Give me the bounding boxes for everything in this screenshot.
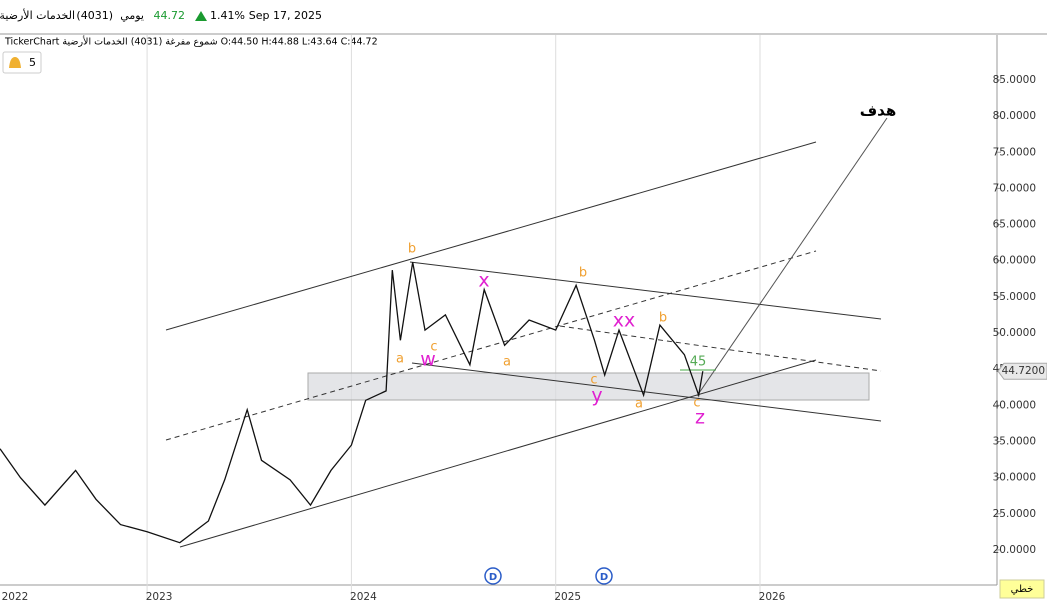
y-tick-label: 85.0000 xyxy=(993,74,1036,86)
y-tick-label: 80.0000 xyxy=(993,110,1036,122)
name: الخدمات الأرضية xyxy=(0,8,75,22)
code: (4031) xyxy=(76,9,113,22)
date: Sep 17, 2025 xyxy=(249,9,322,22)
chart-type-button[interactable] xyxy=(999,579,1045,599)
y-tick-label: 25.0000 xyxy=(993,508,1036,520)
y-tick-label: 35.0000 xyxy=(993,435,1036,447)
y-tick-label: 40.0000 xyxy=(993,399,1036,411)
x-tick-label: 2025 xyxy=(554,591,581,603)
info-line: TickerChart شموع مفرغة (4031) الخدمات ال… xyxy=(4,36,378,48)
target-label: هدف xyxy=(860,102,897,120)
y-tick-label: 75.0000 xyxy=(993,146,1036,158)
header: Sep 17, 2025 1.41% 44.72 يومي (4031) الخ… xyxy=(0,8,322,22)
wave-label: b xyxy=(408,242,416,257)
trend-line xyxy=(179,359,817,548)
drawings xyxy=(165,117,888,548)
chart-type-label: خطي xyxy=(1011,584,1034,595)
y-tick-label: 70.0000 xyxy=(993,182,1036,194)
change: 1.41% xyxy=(210,9,245,22)
wave-label: b xyxy=(579,266,587,281)
support-zone xyxy=(307,372,870,401)
annotations: b a c w x a b c y xx a b 45 c z هدف xyxy=(396,102,896,429)
trend-line xyxy=(559,325,882,372)
x-tick-label: 2026 xyxy=(759,591,786,603)
trend-line xyxy=(411,362,882,422)
y-tick-label: 65.0000 xyxy=(993,219,1036,231)
x-tick-label: 2024 xyxy=(350,591,377,603)
wave-label: c xyxy=(590,373,597,388)
wave-label: z xyxy=(695,407,705,429)
level-label: 45 xyxy=(690,355,707,370)
wave-label: x xyxy=(478,270,489,292)
wave-label: a xyxy=(503,355,511,370)
last-price-label: 44.7200 xyxy=(1002,365,1045,377)
alert-count: 5 xyxy=(29,56,36,69)
x-start-label: 2022 xyxy=(2,591,29,603)
trend-line xyxy=(409,261,882,320)
up-arrow xyxy=(195,11,207,21)
wave-label: w xyxy=(420,349,436,371)
y-tick-label: 20.0000 xyxy=(993,544,1036,556)
wave-label: c xyxy=(430,340,437,355)
trend-line xyxy=(165,250,817,441)
event-label: D xyxy=(489,572,497,583)
wave-label: xx xyxy=(613,310,636,332)
wave-label: c xyxy=(693,396,700,411)
wave-label: b xyxy=(659,311,667,326)
price-line xyxy=(0,262,704,544)
y-tick-label: 55.0000 xyxy=(993,291,1036,303)
y-tick-label: 50.0000 xyxy=(993,327,1036,339)
last-price-box xyxy=(997,362,1047,380)
event-icon[interactable] xyxy=(595,567,613,585)
price: 44.72 xyxy=(154,9,186,22)
y-tick-label: 30.0000 xyxy=(993,472,1036,484)
period: يومي xyxy=(120,9,144,22)
y-tick-label: 60.0000 xyxy=(993,255,1036,267)
events: D D xyxy=(484,567,613,585)
wave-label: y xyxy=(591,385,602,407)
trend-line xyxy=(165,141,817,331)
bell-icon xyxy=(9,57,21,68)
x-tick-label: 2023 xyxy=(146,591,173,603)
target-line xyxy=(696,117,888,397)
wave-label: a xyxy=(396,352,404,367)
wave-label: a xyxy=(635,397,643,412)
event-icon[interactable] xyxy=(484,567,502,585)
event-label: D xyxy=(600,572,608,583)
